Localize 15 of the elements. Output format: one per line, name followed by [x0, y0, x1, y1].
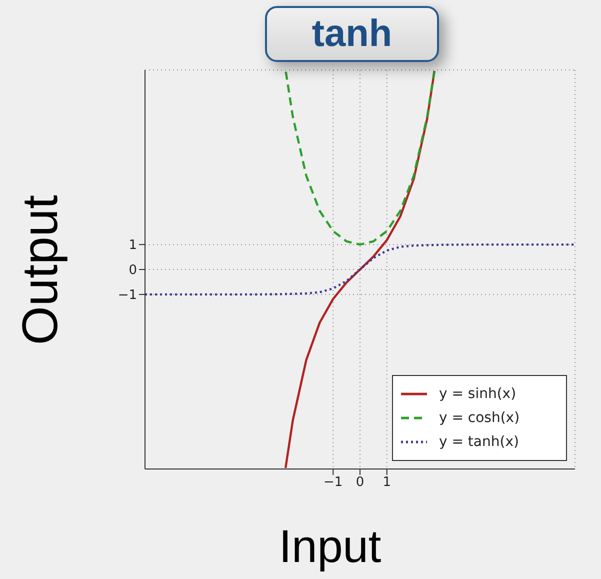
legend-label: y = sinh(x) — [439, 386, 516, 402]
x-tick-label: 0 — [356, 475, 364, 490]
y-tick-label: 0 — [128, 263, 137, 278]
legend-label: y = tanh(x) — [439, 434, 519, 450]
x-tick-label: −1 — [324, 475, 343, 490]
y-tick-label: −1 — [118, 288, 137, 304]
chart-title: tanh — [265, 6, 439, 62]
line-series — [145, 243, 575, 296]
y-tick-label: 1 — [128, 238, 137, 254]
x-axis-title: Input — [278, 519, 382, 573]
legend-label: y = cosh(x) — [439, 410, 520, 426]
line-series — [284, 70, 436, 246]
x-tick-label: 1 — [382, 475, 392, 490]
y-axis-title: Output — [11, 194, 69, 345]
line-series — [284, 70, 436, 469]
